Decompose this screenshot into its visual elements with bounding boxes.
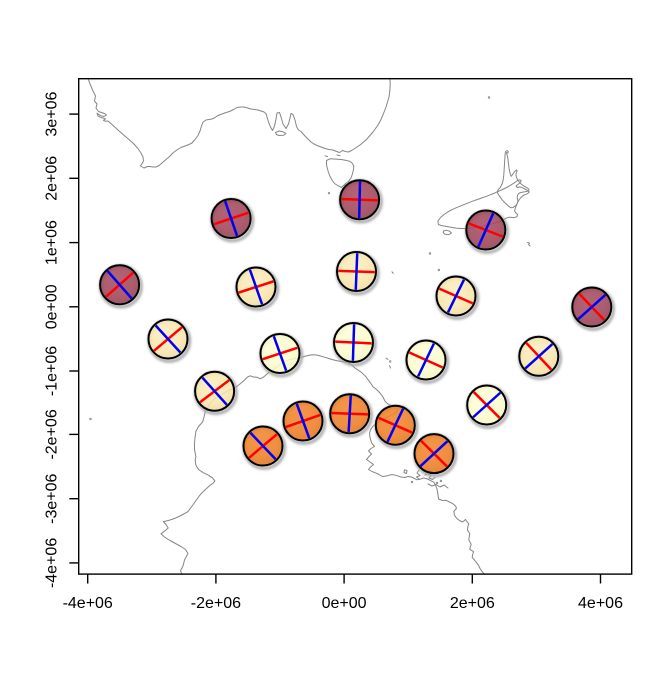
svg-text:2e+06: 2e+06	[44, 156, 61, 201]
svg-text:0e+00: 0e+00	[44, 284, 61, 329]
svg-text:-2e+06: -2e+06	[191, 595, 241, 612]
svg-text:-2e+06: -2e+06	[44, 409, 61, 459]
svg-text:-1e+06: -1e+06	[44, 346, 61, 396]
svg-text:-3e+06: -3e+06	[44, 473, 61, 523]
svg-text:0e+00: 0e+00	[322, 595, 367, 612]
svg-text:-4e+06: -4e+06	[63, 595, 113, 612]
svg-text:4e+06: 4e+06	[578, 595, 623, 612]
svg-text:-4e+06: -4e+06	[44, 538, 61, 588]
svg-text:2e+06: 2e+06	[450, 595, 495, 612]
svg-text:3e+06: 3e+06	[44, 92, 61, 137]
svg-text:1e+06: 1e+06	[44, 220, 61, 265]
